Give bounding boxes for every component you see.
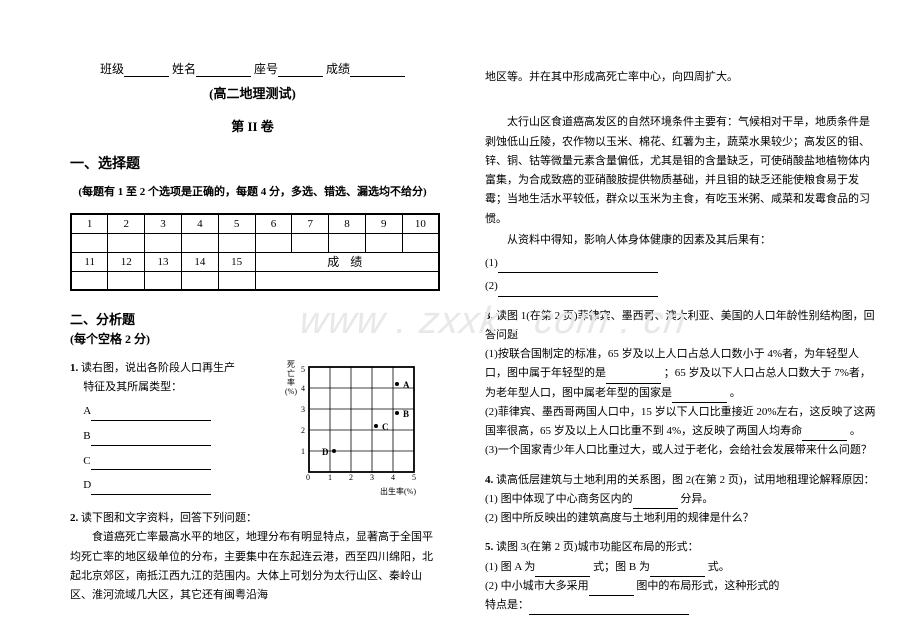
- grid-row-4: [71, 271, 439, 290]
- col2-box: 太行山区食道癌高发区的自然环境条件主要有：气候相对干旱，地质条件是剥蚀低山丘陵，…: [485, 113, 880, 229]
- seat-label: 座号: [254, 62, 278, 76]
- svg-text:亡: 亡: [287, 368, 295, 378]
- question-1: 1. 读右图，说出各阶段人口再生产 特征及其所属类型： A B C D: [70, 359, 435, 499]
- section1-title: 一、选择题: [70, 153, 435, 173]
- question-5: 5. 读图 3(在第 2 页)城市功能区布局的形式： (1) 图 A 为 式；图…: [485, 538, 880, 615]
- svg-text:A: A: [403, 380, 410, 390]
- q2-title: 读下图和文字资料，回答下列问题：: [81, 512, 257, 524]
- q2-para1: 食道癌死亡率最高水平的地区，地理分布有明显特点，显著高于全国平均死亡率的地区级单…: [70, 528, 435, 605]
- question-3: 3. 读图 1(在第 2 页)菲律宾、墨西哥、澳大利亚、美国的人口年龄性别结构图…: [485, 307, 880, 461]
- score-label: 成绩: [326, 62, 350, 76]
- scatter-chart: A B C D 0 1 2 3 4 5 1 2: [285, 359, 435, 499]
- volume-title: 第 II 卷: [70, 116, 435, 135]
- grid-row-3: 11 12 13 14 15 成 绩: [71, 252, 439, 271]
- svg-text:(%): (%): [285, 387, 297, 396]
- q1-stem-a: 读右图，说出各阶段人口再生产: [81, 362, 235, 374]
- seat-blank: [278, 63, 323, 77]
- svg-text:0: 0: [306, 473, 310, 482]
- score-cell: 成 绩: [255, 252, 439, 271]
- col2-top: 地区等。并在其中形成高死亡率中心，向四周扩大。: [485, 68, 880, 87]
- svg-text:5: 5: [412, 473, 416, 482]
- class-blank: [124, 63, 169, 77]
- class-label: 班级: [100, 62, 124, 76]
- q1-stem-b: 特征及其所属类型：: [83, 381, 182, 393]
- q2-label: 2.: [70, 512, 78, 524]
- score-blank: [350, 63, 405, 77]
- svg-text:B: B: [403, 409, 409, 419]
- name-label: 姓名: [172, 62, 196, 76]
- col2-after: 从资料中得知，影响人体身体健康的因素及其后果有：: [485, 231, 880, 250]
- header-line: 班级 姓名 座号 成绩: [70, 60, 435, 77]
- x-axis-label: 出生率(%): [380, 486, 416, 496]
- grid-row-1: 1 2 3 4 5 6 7 8 9 10: [71, 214, 439, 233]
- q1-label: 1.: [70, 362, 78, 374]
- section2-title: 二、分析题: [70, 309, 435, 328]
- svg-text:1: 1: [301, 447, 305, 456]
- svg-text:2: 2: [349, 473, 353, 482]
- grid-row-2: [71, 233, 439, 252]
- question-4: 4. 读高低层建筑与土地利用的关系图，图 2(在第 2 页)，试用地租理论解释原…: [485, 471, 880, 529]
- section1-instructions: (每题有 1 至 2 个选项是正确的，每题 4 分，多选、错选、漏选均不给分): [70, 183, 435, 199]
- blank-1-label: (1): [485, 257, 498, 269]
- svg-text:4: 4: [301, 384, 305, 393]
- svg-text:率: 率: [287, 377, 295, 387]
- name-blank: [196, 63, 251, 77]
- blank-2-label: (2): [485, 280, 498, 292]
- svg-text:2: 2: [301, 426, 305, 435]
- svg-text:C: C: [382, 422, 389, 432]
- svg-text:D: D: [322, 447, 329, 457]
- subtitle: (高二地理测试): [70, 83, 435, 102]
- svg-text:3: 3: [370, 473, 374, 482]
- y-axis-label: 死: [287, 360, 295, 369]
- svg-text:1: 1: [328, 473, 332, 482]
- answer-grid: 1 2 3 4 5 6 7 8 9 10 11 12 13 14 15 成 绩: [70, 213, 440, 291]
- question-2: 2. 读下图和文字资料，回答下列问题： 食道癌死亡率最高水平的地区，地理分布有明…: [70, 509, 435, 605]
- svg-text:5: 5: [301, 365, 305, 374]
- svg-text:4: 4: [391, 473, 395, 482]
- section2-note: (每个空格 2 分): [70, 330, 435, 347]
- svg-text:3: 3: [301, 405, 305, 414]
